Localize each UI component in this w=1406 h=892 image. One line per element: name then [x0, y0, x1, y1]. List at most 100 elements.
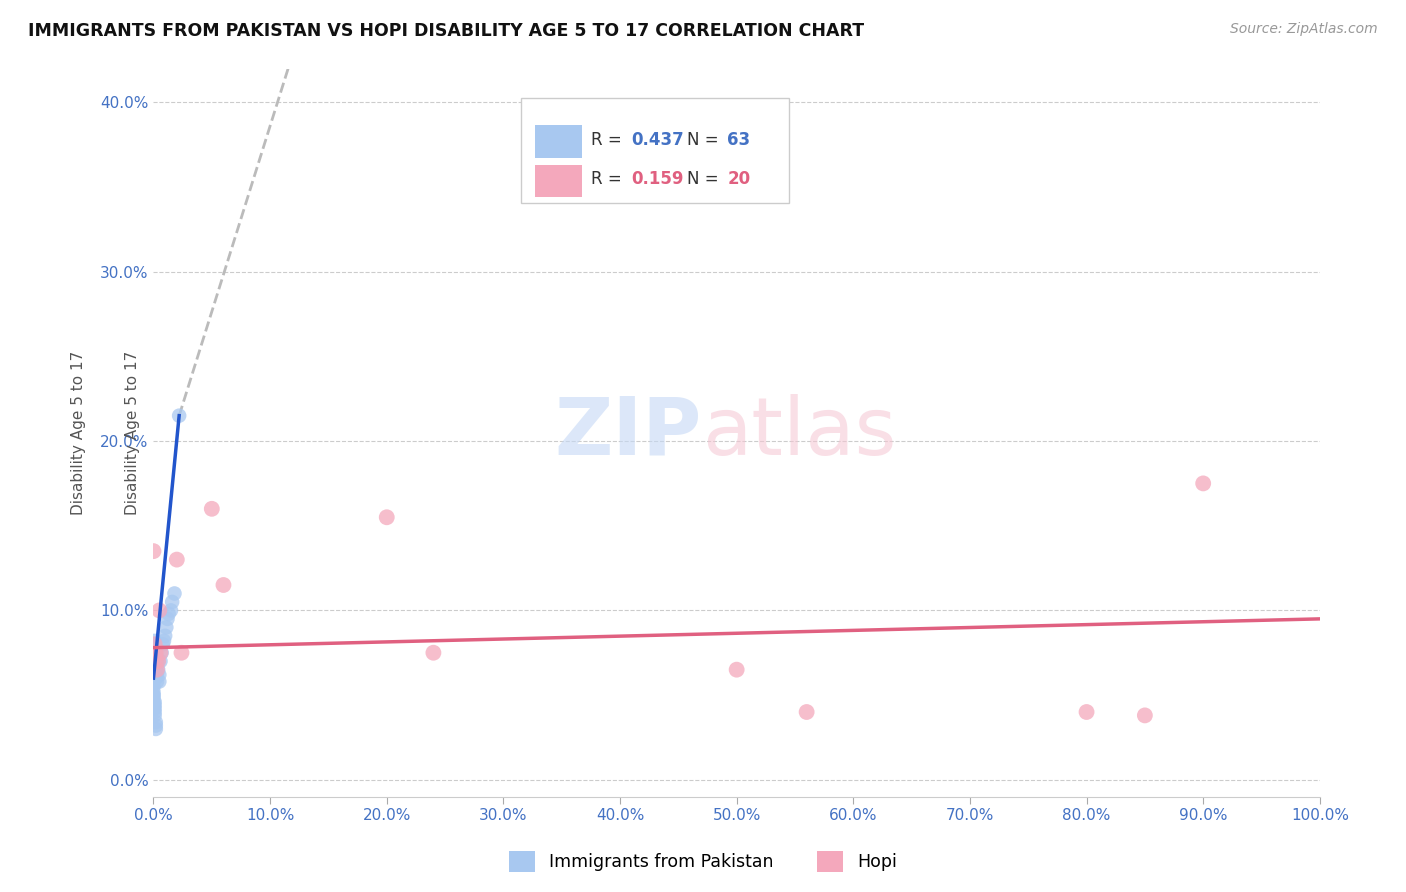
- Point: [143, 657, 166, 672]
- Text: 20: 20: [727, 170, 751, 188]
- Point: [142, 646, 165, 660]
- Point: [142, 680, 165, 694]
- Point: [142, 684, 165, 698]
- Point: [143, 654, 166, 668]
- Text: atlas: atlas: [702, 393, 896, 472]
- Point: [145, 640, 167, 655]
- Point: [142, 691, 165, 706]
- Point: [150, 646, 173, 660]
- Point: [1076, 705, 1098, 719]
- Point: [143, 667, 166, 681]
- Point: [142, 648, 165, 662]
- Point: [142, 701, 165, 715]
- Point: [145, 671, 167, 685]
- Text: 0.159: 0.159: [631, 170, 685, 188]
- Point: [212, 578, 235, 592]
- Point: [156, 612, 179, 626]
- Text: N =: N =: [686, 131, 723, 149]
- Point: [145, 718, 167, 732]
- Point: [142, 654, 165, 668]
- Point: [143, 633, 166, 648]
- Text: IMMIGRANTS FROM PAKISTAN VS HOPI DISABILITY AGE 5 TO 17 CORRELATION CHART: IMMIGRANTS FROM PAKISTAN VS HOPI DISABIL…: [28, 22, 865, 40]
- Text: Source: ZipAtlas.com: Source: ZipAtlas.com: [1230, 22, 1378, 37]
- Point: [146, 663, 169, 677]
- Point: [145, 657, 167, 672]
- Text: 63: 63: [727, 131, 751, 149]
- Point: [148, 674, 170, 689]
- Point: [143, 637, 166, 651]
- Point: [142, 650, 165, 665]
- Point: [143, 650, 166, 665]
- Point: [146, 674, 169, 689]
- Point: [796, 705, 818, 719]
- Y-axis label: Disability Age 5 to 17: Disability Age 5 to 17: [72, 351, 86, 515]
- Point: [170, 646, 193, 660]
- Point: [142, 544, 165, 558]
- Point: [148, 603, 170, 617]
- Point: [422, 646, 444, 660]
- Point: [145, 663, 167, 677]
- Point: [142, 649, 165, 664]
- Point: [1133, 708, 1156, 723]
- Point: [153, 633, 176, 648]
- Text: 0.437: 0.437: [631, 131, 685, 149]
- Point: [375, 510, 398, 524]
- Point: [201, 501, 224, 516]
- Point: [725, 663, 748, 677]
- Text: N =: N =: [686, 170, 723, 188]
- Point: [1192, 476, 1215, 491]
- Point: [142, 695, 165, 709]
- Point: [146, 654, 169, 668]
- Point: [146, 654, 169, 668]
- Point: [143, 665, 166, 679]
- Point: [142, 688, 165, 702]
- Point: [146, 650, 169, 665]
- Point: [142, 671, 165, 685]
- Point: [146, 663, 169, 677]
- Point: [146, 667, 169, 681]
- Point: [143, 698, 166, 713]
- FancyBboxPatch shape: [520, 97, 789, 203]
- Point: [145, 646, 167, 660]
- Point: [143, 695, 166, 709]
- Point: [149, 654, 172, 668]
- Point: [143, 637, 166, 651]
- Point: [143, 705, 166, 719]
- Bar: [534, 165, 582, 197]
- Point: [166, 552, 188, 566]
- Point: [143, 708, 166, 723]
- Text: R =: R =: [591, 170, 627, 188]
- Point: [142, 671, 165, 685]
- Point: [152, 637, 174, 651]
- Point: [145, 646, 167, 660]
- Point: [160, 595, 183, 609]
- Point: [146, 657, 169, 672]
- Point: [157, 607, 180, 621]
- Point: [143, 646, 166, 660]
- Bar: [534, 125, 582, 158]
- Point: [145, 715, 167, 730]
- Point: [142, 698, 165, 713]
- Point: [163, 586, 186, 600]
- Point: [142, 674, 165, 689]
- Point: [142, 663, 165, 677]
- Point: [153, 629, 176, 643]
- Point: [142, 646, 165, 660]
- Point: [142, 657, 165, 672]
- Point: [142, 688, 165, 702]
- Point: [145, 654, 167, 668]
- Point: [143, 661, 166, 675]
- Point: [155, 620, 177, 634]
- Text: ZIP: ZIP: [554, 393, 702, 472]
- Legend: Immigrants from Pakistan, Hopi: Immigrants from Pakistan, Hopi: [502, 844, 904, 879]
- Point: [149, 646, 172, 660]
- Point: [142, 654, 165, 668]
- Point: [143, 646, 166, 660]
- Point: [167, 409, 190, 423]
- Y-axis label: Disability Age 5 to 17: Disability Age 5 to 17: [125, 351, 139, 515]
- Point: [143, 701, 166, 715]
- Text: R =: R =: [591, 131, 627, 149]
- Point: [160, 603, 183, 617]
- Point: [148, 667, 170, 681]
- Point: [145, 722, 167, 736]
